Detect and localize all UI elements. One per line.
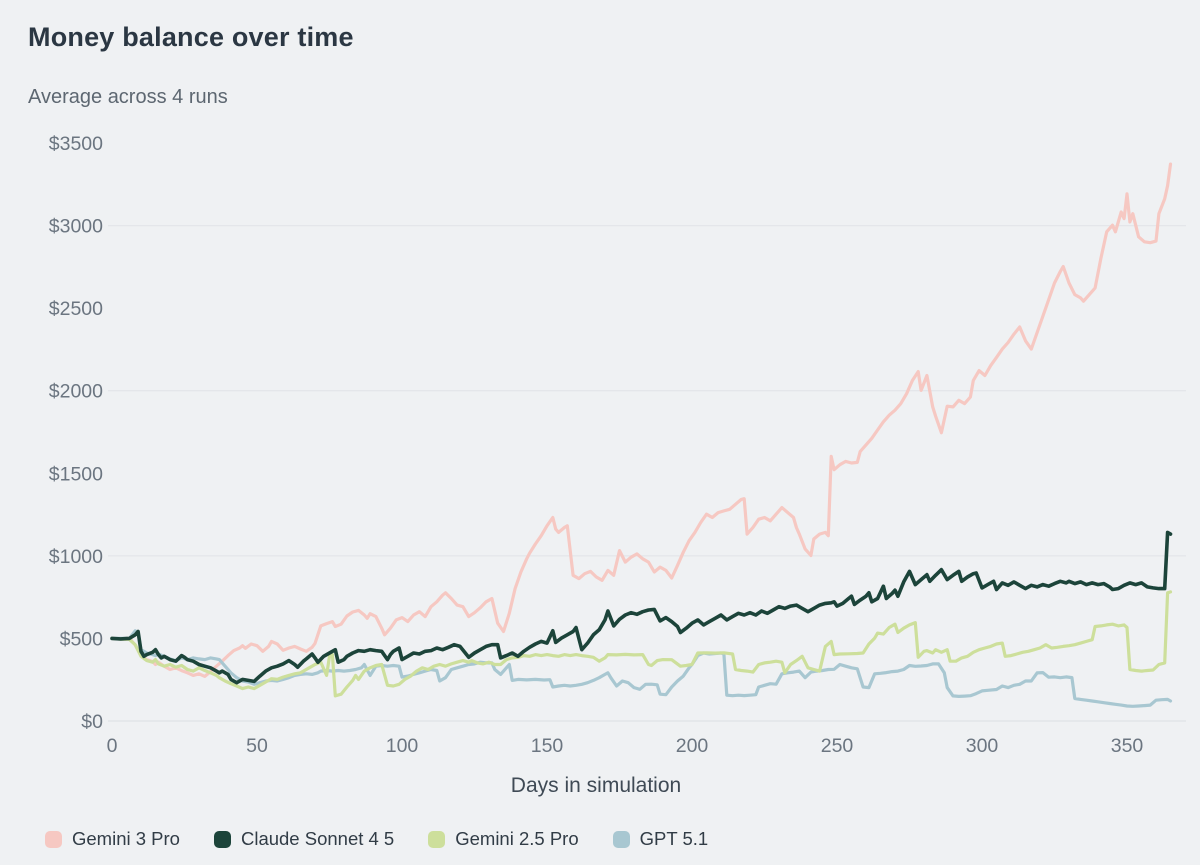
chart-legend: Gemini 3 Pro Claude Sonnet 4 5 Gemini 2.5 … [45, 824, 708, 854]
legend-swatch [213, 830, 231, 848]
y-tick-label: $3000 [49, 216, 103, 238]
legend-label: Gemini 2.5 Pro [455, 828, 579, 849]
chart-subtitle: Average across 4 runs [28, 86, 228, 108]
x-tick-label: 350 [1111, 735, 1144, 757]
y-tick-label: $2000 [49, 381, 103, 403]
x-tick-label: 300 [966, 735, 999, 757]
y-tick-label: $0 [81, 711, 103, 733]
y-axis-tick-labels: $0 $500 $1000 $1500 $2000 $2500 $3000 $3500 [49, 133, 103, 733]
legend-item: GPT 5.1 [612, 828, 709, 850]
legend-item: Claude Sonnet 4 5 [213, 828, 395, 850]
legend-swatch [612, 830, 630, 848]
y-tick-label: $1500 [49, 463, 103, 485]
x-tick-label: 250 [821, 735, 854, 757]
series-line-gpt-5-1 [110, 629, 1173, 708]
x-tick-label: 50 [246, 735, 268, 757]
x-tick-label: 100 [386, 735, 419, 757]
y-tick-label: $2500 [49, 298, 103, 320]
series-line-claude-sonnet-4-5 [110, 530, 1173, 685]
series-line-gemini-3-pro [110, 162, 1173, 678]
series-line-gemini-2-5-pro [110, 590, 1173, 698]
x-tick-label: 150 [531, 735, 564, 757]
y-tick-label: $3500 [49, 133, 103, 155]
x-tick-label: 0 [107, 735, 118, 757]
x-axis-title: Days in simulation [510, 774, 682, 797]
legend-item: Gemini 2.5 Pro [428, 828, 579, 850]
legend-label: Gemini 3 Pro [72, 828, 180, 849]
gridlines [108, 224, 1186, 722]
y-tick-label: $500 [60, 628, 104, 650]
legend-item: Gemini 3 Pro [45, 828, 180, 850]
x-axis-tick-labels: 0 50 100 150 200 250 300 350 [107, 735, 1144, 757]
legend-swatch [45, 830, 62, 848]
series-lines [110, 162, 1173, 708]
legend-swatch [428, 830, 446, 848]
legend-label: Claude Sonnet 4 5 [240, 828, 395, 849]
chart-title: Money balance over time [28, 22, 354, 52]
y-tick-label: $1000 [49, 546, 103, 568]
x-tick-label: 200 [676, 735, 709, 757]
legend-label: GPT 5.1 [639, 828, 709, 849]
